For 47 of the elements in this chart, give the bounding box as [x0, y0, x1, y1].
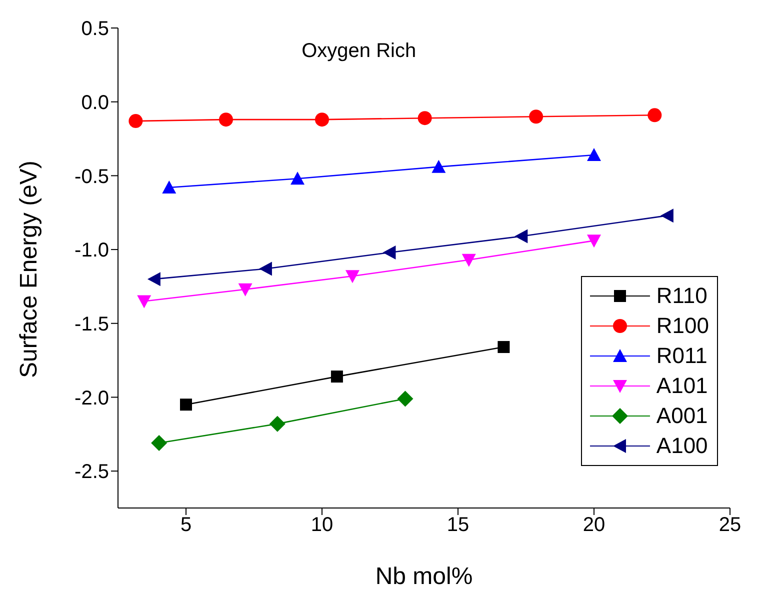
- x-tick-label: 25: [718, 514, 742, 536]
- point: [137, 295, 152, 308]
- legend-label: A100: [656, 432, 708, 460]
- y-tick-label: 0.0: [81, 92, 109, 114]
- y-axis-title: Surface Energy (eV): [16, 160, 43, 378]
- point: [397, 390, 414, 407]
- point: [180, 398, 192, 411]
- y-tick-label: -0.5: [74, 166, 109, 188]
- point: [238, 283, 252, 296]
- x-tick-label: 10: [310, 514, 334, 536]
- x-tick-label: 20: [582, 514, 606, 536]
- point: [315, 112, 329, 127]
- legend-label: R110: [656, 282, 708, 310]
- legend-label: R011: [656, 342, 708, 370]
- y-tick-label: -2.5: [74, 461, 109, 484]
- point: [330, 370, 343, 383]
- point: [290, 172, 305, 185]
- point: [514, 229, 528, 244]
- point: [418, 111, 432, 126]
- point: [151, 435, 168, 452]
- point: [462, 254, 476, 267]
- legend-label: A101: [656, 372, 708, 400]
- x-tick-label: 5: [180, 514, 192, 536]
- point: [269, 416, 286, 432]
- legend-label: A001: [656, 402, 708, 430]
- y-tick-label: -2.0: [74, 387, 109, 410]
- point: [258, 262, 272, 276]
- point: [432, 160, 446, 173]
- point: [218, 112, 233, 127]
- y-tick-label: -1.0: [74, 240, 109, 262]
- point: [147, 272, 160, 286]
- y-tick-label: 0.5: [81, 18, 109, 40]
- legend-label: R100: [656, 312, 709, 340]
- point: [128, 114, 143, 128]
- point: [529, 110, 544, 124]
- annotation: Oxygen Rich: [302, 40, 416, 63]
- y-tick-label: -1.5: [74, 313, 109, 336]
- x-tick-label: 15: [446, 514, 470, 536]
- point: [162, 180, 176, 194]
- point: [345, 270, 360, 284]
- x-axis-title: Nb mol%: [375, 563, 473, 590]
- point: [382, 245, 396, 260]
- point: [587, 148, 601, 162]
- point: [660, 208, 674, 223]
- point: [587, 234, 601, 248]
- point: [648, 108, 662, 122]
- point: [498, 341, 510, 354]
